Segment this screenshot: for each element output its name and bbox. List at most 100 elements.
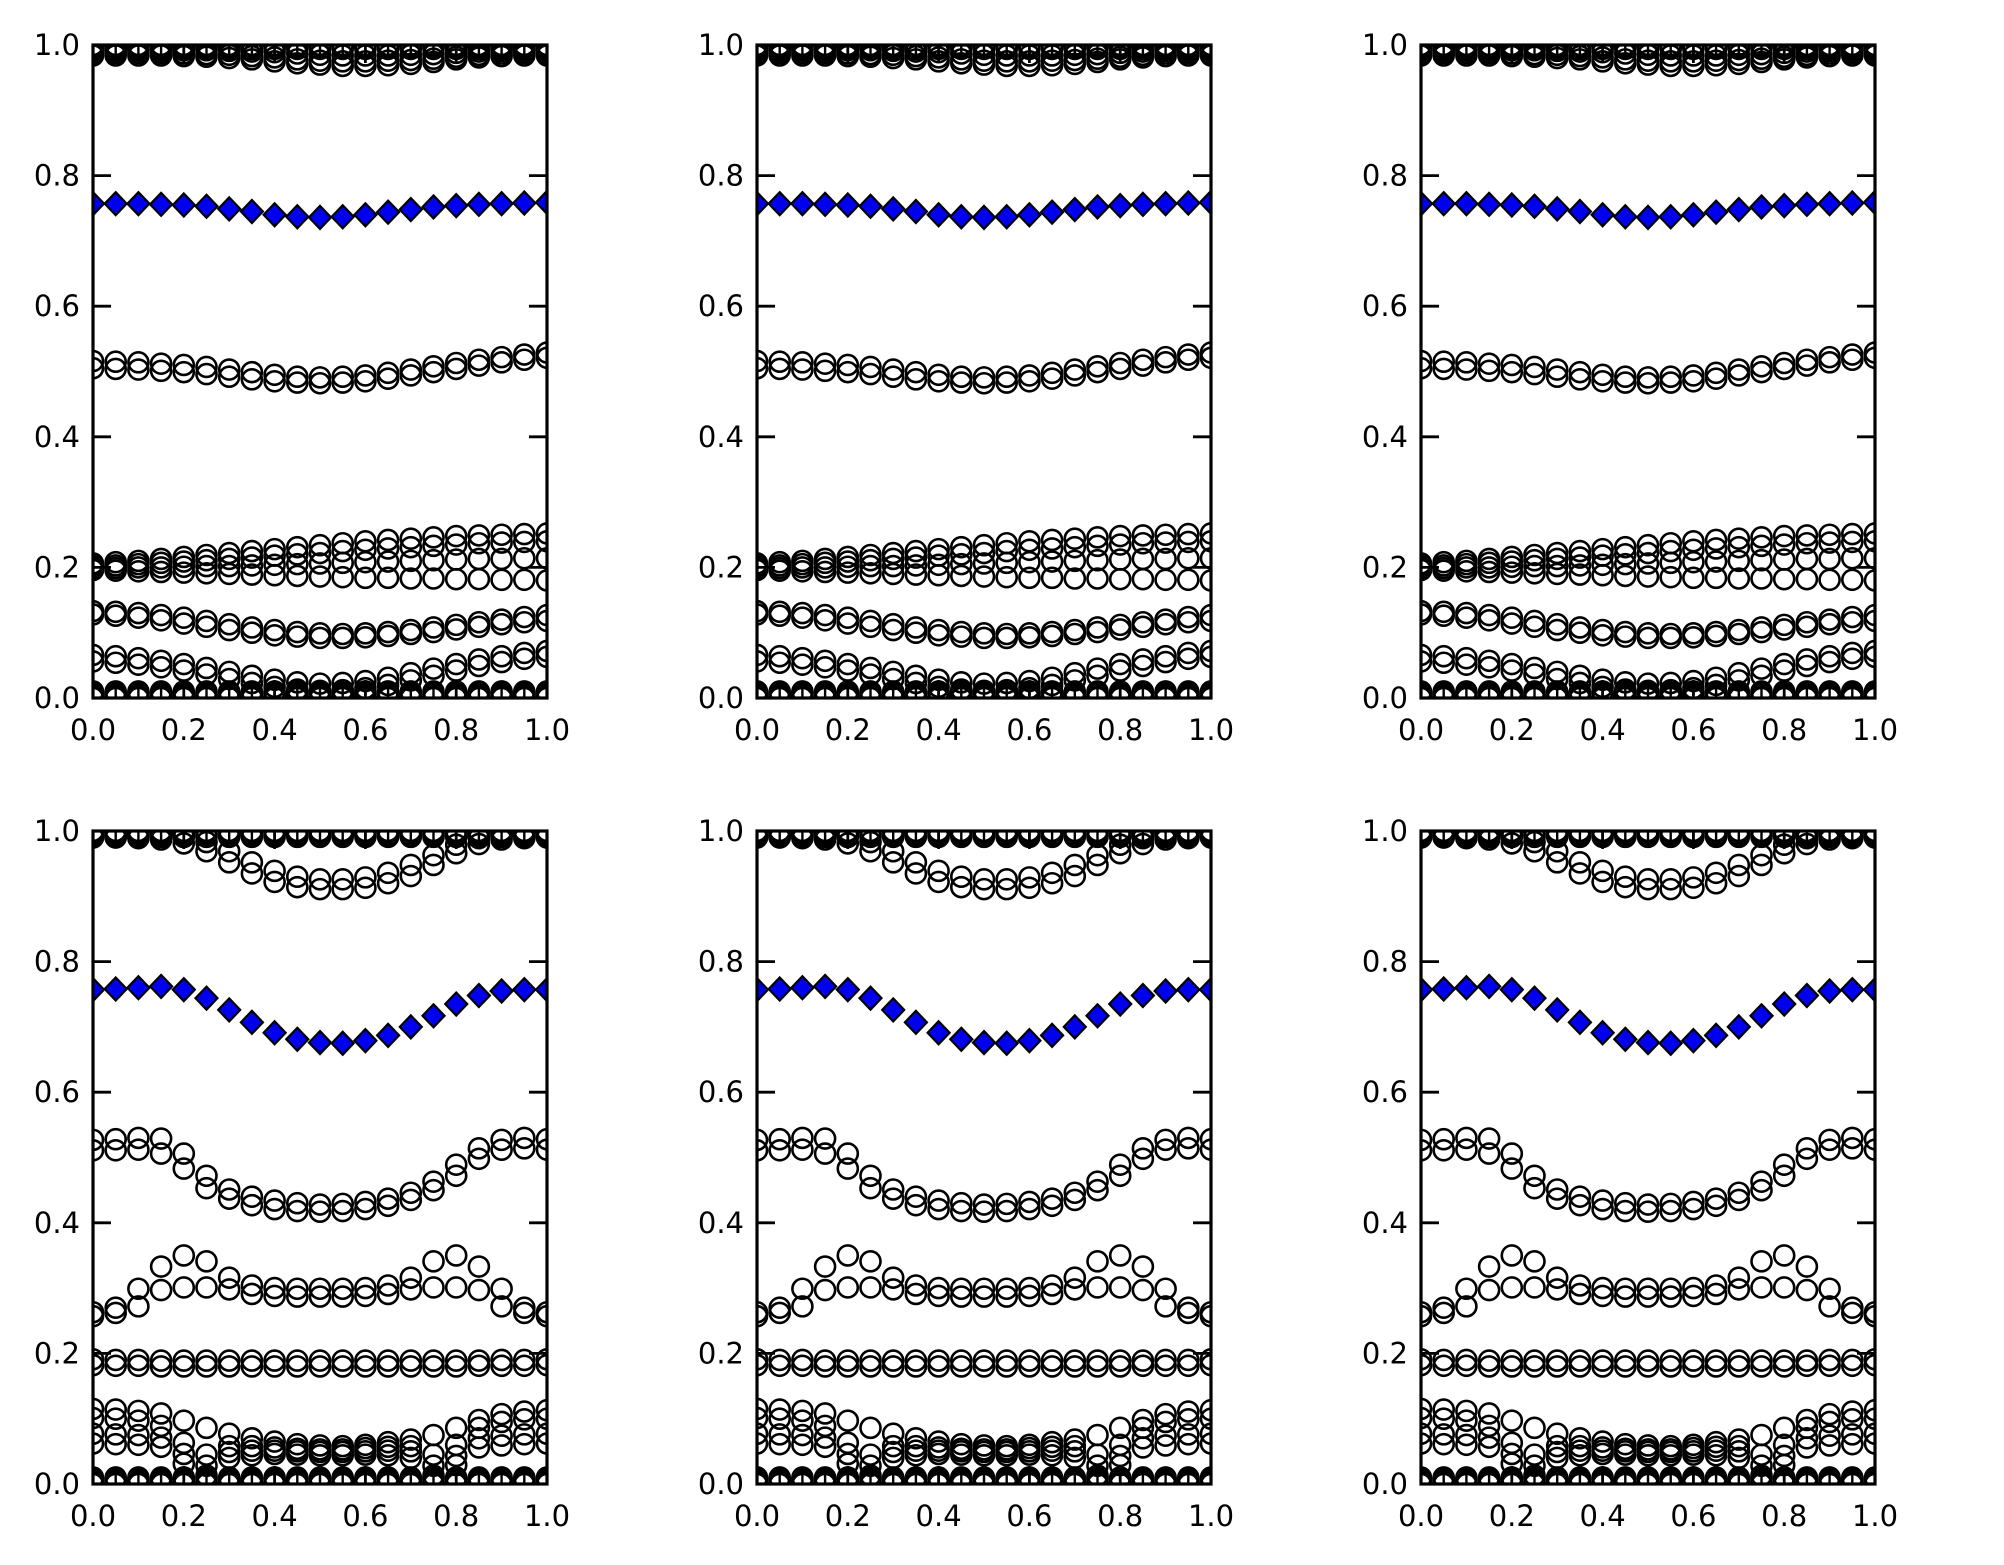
x-tick-label: 0.8 — [1761, 713, 1807, 747]
y-tick-label: 0.2 — [698, 1336, 744, 1370]
y-tick-label: 0.8 — [34, 159, 80, 193]
y-tick-label: 0.4 — [1362, 420, 1408, 454]
y-tick-label: 0.4 — [698, 1206, 744, 1240]
x-tick-label: 0.4 — [252, 713, 298, 747]
tick-labels: 0.0 0.2 0.4 0.6 0.8 1.0 0.0 0.2 0.4 0.6 0.8 1.0 — [1362, 28, 1898, 747]
y-tick-label: 1.0 — [698, 31, 744, 62]
series-eighth-band-lower — [93, 603, 547, 650]
series-half-band-lower — [93, 346, 547, 395]
x-tick-label: 0.8 — [1097, 1499, 1143, 1533]
subplot-row0-col2: 0.0 0.2 0.4 0.6 0.8 1.0 0.0 0.2 0.4 0.6 0.8 1.0 — [1321, 28, 1985, 771]
subplot-row1-col0: 0.0 0.2 0.4 0.6 0.8 1.0 0.0 0.2 0.4 0.6 0.8 1.0 — [0, 814, 657, 1557]
axes-frame — [91, 829, 549, 1486]
series-half-band-upper — [93, 1126, 547, 1216]
series-low-band-1 — [757, 1397, 1211, 1458]
y-tick-label: 0.8 — [1362, 945, 1408, 979]
tick-labels: 0.0 0.2 0.4 0.6 0.8 1.0 0.0 0.2 0.4 0.6 0.8 1.0 — [698, 28, 1234, 747]
axes-svg: 0.0 0.2 0.4 0.6 0.8 1.0 0.0 0.2 0.4 0.6 0.8 1.0 — [698, 28, 1234, 747]
x-tick-label: 1.0 — [1852, 1499, 1898, 1533]
axes-frame — [755, 43, 1213, 700]
y-tick-label: 0.0 — [1362, 1467, 1408, 1501]
series-layer — [93, 831, 547, 1484]
series-eighth-band-upper — [93, 599, 547, 646]
series-half-band-lower — [757, 1137, 1211, 1223]
subplot-row0-col0: 0.0 0.2 0.4 0.6 0.8 1.0 0.0 0.2 0.4 0.6 0.8 1.0 — [0, 28, 657, 771]
tick-labels: 0.0 0.2 0.4 0.6 0.8 1.0 0.0 0.2 0.4 0.6 0.8 1.0 — [34, 814, 570, 1533]
series-half-band-lower — [93, 1137, 547, 1223]
x-tick-label: 0.0 — [70, 1499, 116, 1533]
y-tick-label: 0.0 — [698, 1467, 744, 1501]
series-layer — [757, 45, 1211, 698]
series-low-band-1 — [1421, 1397, 1875, 1458]
series-eighth-band-lower — [757, 603, 1211, 650]
x-tick-label: 0.6 — [342, 713, 388, 747]
series-fifth-band-2 — [93, 529, 547, 578]
series-fifth-band-3 — [757, 546, 1211, 580]
y-tick-label: 0.0 — [34, 1467, 80, 1501]
series-flat-band-upper — [757, 1347, 1211, 1372]
x-tick-label: 0.0 — [1398, 713, 1444, 747]
x-tick-label: 0.6 — [342, 1499, 388, 1533]
y-tick-label: 1.0 — [1362, 817, 1408, 848]
axes-svg: 0.0 0.2 0.4 0.6 0.8 1.0 0.0 0.2 0.4 0.6 0.8 1.0 — [34, 814, 570, 1533]
series-diamond-band — [1421, 973, 1875, 1057]
x-tick-label: 0.0 — [734, 1499, 780, 1533]
x-tick-label: 0.2 — [1489, 1499, 1535, 1533]
series-flat-band-lower — [757, 1353, 1211, 1378]
axes-svg: 0.0 0.2 0.4 0.6 0.8 1.0 0.0 0.2 0.4 0.6 0.8 1.0 — [1362, 28, 1898, 747]
x-tick-label: 0.0 — [734, 713, 780, 747]
x-tick-label: 0.2 — [825, 1499, 871, 1533]
series-eighth-band-lower — [1421, 603, 1875, 650]
x-tick-label: 1.0 — [1852, 713, 1898, 747]
y-tick-label: 0.2 — [34, 1336, 80, 1370]
series-low-band-lower — [1421, 645, 1875, 698]
series-hump-band-lower — [757, 1276, 1211, 1325]
y-tick-label: 1.0 — [1362, 31, 1408, 62]
series-low-band-1 — [93, 1397, 547, 1458]
y-tick-label: 0.8 — [1362, 159, 1408, 193]
y-tick-label: 0.8 — [698, 945, 744, 979]
y-tick-label: 0.6 — [1362, 1075, 1408, 1109]
x-tick-label: 0.8 — [433, 713, 479, 747]
y-tick-label: 0.6 — [34, 289, 80, 323]
subplot-row1-col1: 0.0 0.2 0.4 0.6 0.8 1.0 0.0 0.2 0.4 0.6 0.8 1.0 — [657, 814, 1321, 1557]
series-half-band-upper — [757, 1126, 1211, 1216]
series-flat-band-lower — [93, 1353, 547, 1378]
series-fifth-band-4 — [1421, 558, 1875, 592]
series-low-band-upper — [93, 639, 547, 695]
series-fifth-band-1 — [757, 522, 1211, 575]
y-tick-label: 0.6 — [698, 1075, 744, 1109]
y-tick-label: 0.2 — [698, 550, 744, 584]
series-top-dip-lower — [93, 831, 547, 901]
y-tick-label: 0.8 — [34, 945, 80, 979]
x-tick-label: 1.0 — [524, 713, 570, 747]
series-half-band-lower — [1421, 1137, 1875, 1223]
x-tick-label: 1.0 — [1188, 713, 1234, 747]
axes-frame — [1419, 43, 1877, 700]
x-tick-label: 0.2 — [161, 1499, 207, 1533]
y-tick-label: 0.0 — [34, 681, 80, 715]
series-layer — [1421, 45, 1875, 698]
x-tick-label: 0.0 — [1398, 1499, 1444, 1533]
series-half-band-upper — [1421, 1126, 1875, 1216]
x-tick-label: 0.6 — [1670, 713, 1716, 747]
x-tick-label: 0.4 — [1580, 1499, 1626, 1533]
x-tick-label: 0.4 — [1580, 713, 1626, 747]
tick-labels: 0.0 0.2 0.4 0.6 0.8 1.0 0.0 0.2 0.4 0.6 0.8 1.0 — [34, 28, 570, 747]
y-tick-label: 0.2 — [1362, 550, 1408, 584]
series-flat-band-lower — [1421, 1353, 1875, 1378]
y-tick-label: 1.0 — [34, 817, 80, 848]
series-fifth-band-4 — [757, 558, 1211, 592]
subplot-row0-col1: 0.0 0.2 0.4 0.6 0.8 1.0 0.0 0.2 0.4 0.6 0.8 1.0 — [657, 28, 1321, 771]
y-tick-label: 0.4 — [34, 1206, 80, 1240]
axes-svg: 0.0 0.2 0.4 0.6 0.8 1.0 0.0 0.2 0.4 0.6 0.8 1.0 — [698, 814, 1234, 1533]
x-tick-label: 0.2 — [1489, 713, 1535, 747]
x-tick-label: 0.0 — [70, 713, 116, 747]
series-diamond-band — [757, 973, 1211, 1057]
y-tick-label: 0.0 — [698, 681, 744, 715]
series-eighth-band-upper — [1421, 599, 1875, 646]
y-tick-label: 1.0 — [34, 31, 80, 62]
x-tick-label: 0.4 — [916, 1499, 962, 1533]
y-tick-label: 0.2 — [34, 550, 80, 584]
